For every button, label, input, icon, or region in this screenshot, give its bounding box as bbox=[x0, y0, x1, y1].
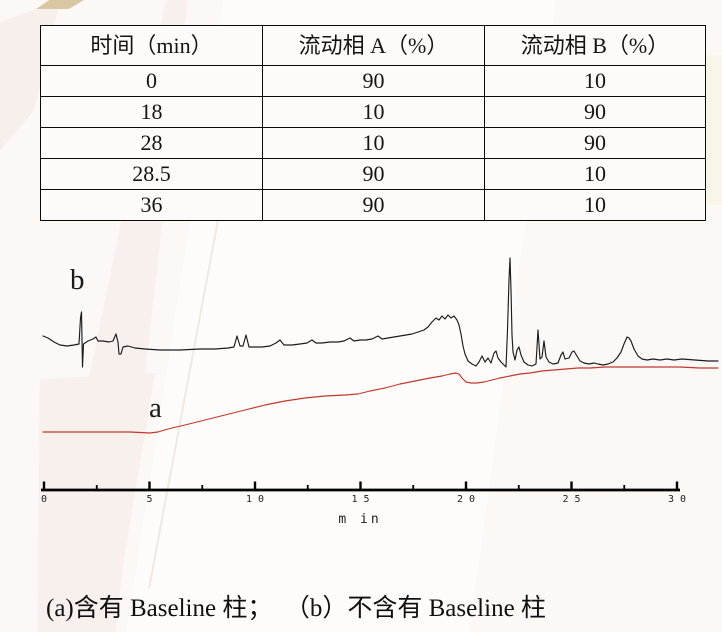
table-row: 18 10 90 bbox=[40, 96, 706, 128]
table-cell: 10 bbox=[484, 189, 706, 221]
x-tick-label: 2 5 bbox=[562, 494, 581, 505]
table-cell: 90 bbox=[262, 158, 485, 190]
trace-label-b: b bbox=[70, 264, 85, 296]
table-cell: 90 bbox=[262, 65, 485, 97]
table-cell: 90 bbox=[484, 96, 706, 128]
table-cell: 90 bbox=[262, 189, 485, 221]
trace-b bbox=[42, 257, 719, 368]
table-cell: 28 bbox=[40, 127, 263, 159]
trace-label-a: a bbox=[149, 392, 162, 424]
table-cell: 28.5 bbox=[40, 158, 263, 190]
table-cell: 36 bbox=[40, 189, 263, 221]
table-row: 28 10 90 bbox=[40, 127, 706, 159]
trace-a bbox=[42, 366, 719, 434]
table-header-cell: 流动相 A（%） bbox=[262, 25, 485, 66]
table-row: 36 90 10 bbox=[40, 189, 706, 221]
x-tick-label: 1 5 bbox=[351, 494, 370, 505]
x-tick-label: 3 0 bbox=[667, 494, 687, 505]
table-header-row: 时间（min） 流动相 A（%） 流动相 B（%） bbox=[40, 25, 706, 66]
table-cell: 0 bbox=[40, 65, 263, 97]
table-cell: 10 bbox=[484, 65, 706, 97]
table-cell: 10 bbox=[262, 96, 485, 128]
x-tick-label: 5 bbox=[146, 494, 153, 505]
gradient-program-table: 时间（min） 流动相 A（%） 流动相 B（%） 0 90 10 18 10 90 28 10 9… bbox=[40, 25, 706, 221]
figure-caption: (a)含有 Baseline 柱； （b）不含有 Baseline 柱 bbox=[46, 595, 546, 622]
table-row: 28.5 90 10 bbox=[40, 158, 706, 190]
x-tick-label: 2 0 bbox=[456, 494, 476, 505]
table-cell: 90 bbox=[484, 127, 706, 159]
table-cell: 10 bbox=[262, 127, 485, 159]
x-tick-label: 0 bbox=[40, 494, 48, 505]
table-cell: 18 bbox=[40, 96, 263, 128]
x-axis-label: m in bbox=[338, 512, 382, 527]
x-tick-label: 1 0 bbox=[245, 494, 265, 505]
table-row: 0 90 10 bbox=[40, 65, 706, 97]
table-header-cell: 流动相 B（%） bbox=[484, 25, 706, 66]
